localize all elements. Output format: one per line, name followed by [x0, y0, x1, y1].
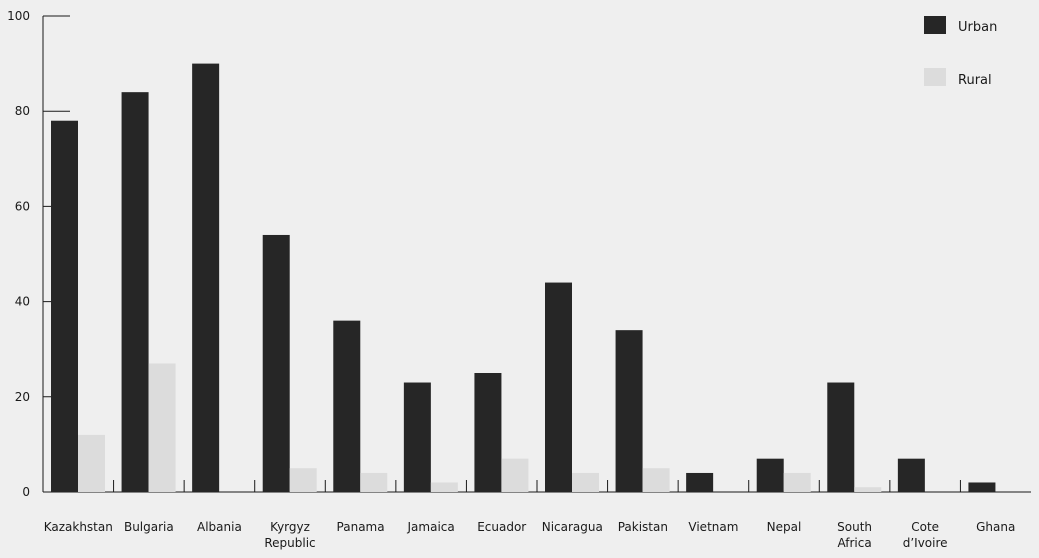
bar-rural-5	[430, 482, 458, 492]
x-tick-label: Panama	[337, 520, 385, 534]
y-tick-label: 100	[7, 9, 30, 23]
x-tick-label: Kyrgyz Republic	[264, 520, 315, 550]
x-tick-label: Kazakhstan	[44, 520, 113, 534]
bar-rural-10	[783, 472, 811, 492]
legend-label-rural: Rural	[958, 73, 992, 88]
x-tick-label: Nicaragua	[542, 520, 603, 534]
category-labels: Kazakhstan Bulgaria Albania Kyrgyz Republic P…	[44, 520, 1016, 550]
y-tick-label: 0	[22, 485, 30, 499]
bar-urban-11	[827, 382, 855, 492]
bar-rural-6	[501, 458, 529, 492]
bar-rural-4	[360, 472, 388, 492]
legend-swatch-rural	[924, 68, 946, 86]
y-axis: 0 20 40 60 80 100	[7, 9, 70, 499]
x-axis	[43, 480, 1031, 493]
y-tick-label: 60	[15, 199, 30, 213]
bar-urban-0	[51, 120, 78, 492]
bar-urban-2	[192, 63, 220, 492]
x-tick-label: Pakistan	[618, 520, 668, 534]
bar-urban-1	[121, 92, 149, 492]
bar-rural-1	[148, 363, 176, 492]
x-tick-label: Ghana	[976, 520, 1015, 534]
y-tick-label: 40	[15, 295, 30, 309]
bar-urban-9	[686, 472, 714, 492]
bar-urban-4	[333, 320, 361, 492]
x-tick-label: South Africa	[837, 520, 872, 550]
y-tick-label: 20	[15, 390, 30, 404]
x-tick-label: Jamaica	[407, 520, 455, 534]
bar-rural-11	[854, 487, 882, 492]
bar-rural-3	[289, 468, 317, 492]
bar-urban-5	[403, 382, 431, 492]
legend-label-urban: Urban	[958, 20, 997, 35]
bar-urban-6	[474, 373, 502, 492]
bar-urban-13	[968, 482, 996, 492]
bar-urban-8	[615, 330, 643, 492]
legend: Urban Rural	[924, 16, 997, 88]
bar-urban-7	[545, 282, 572, 492]
bar-urban-12	[897, 458, 925, 492]
y-tick-label: 80	[15, 104, 30, 118]
bar-rural-7	[572, 472, 599, 492]
bar-rural-8	[642, 468, 670, 492]
x-tick-label: Cote d’Ivoire	[903, 520, 948, 550]
x-tick-label: Albania	[197, 520, 242, 534]
bar-urban-3	[262, 234, 290, 492]
legend-swatch-urban	[924, 16, 946, 34]
x-tick-label: Vietnam	[688, 520, 738, 534]
bar-urban-10	[756, 458, 784, 492]
x-tick-label: Nepal	[767, 520, 802, 534]
bar-rural-0	[78, 434, 105, 492]
x-tick-label: Bulgaria	[124, 520, 174, 534]
bars	[51, 63, 996, 492]
x-tick-label: Ecuador	[477, 520, 526, 534]
